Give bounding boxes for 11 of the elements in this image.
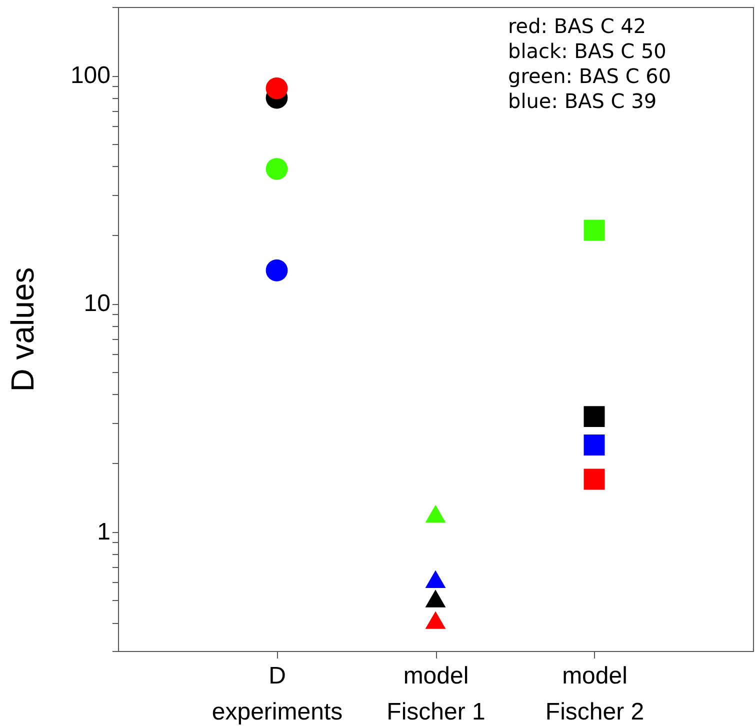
y-tick-label: 1	[97, 518, 110, 546]
annotation: red: BAS C 42	[508, 14, 646, 38]
y-tick-label: 10	[84, 290, 110, 318]
x-tick-label: model Fischer 1	[386, 662, 486, 726]
annotation: blue: BAS C 39	[508, 89, 657, 113]
annotation: green: BAS C 60	[508, 64, 672, 88]
y-tick-label: 100	[70, 62, 110, 90]
y-axis-title: D values	[4, 267, 40, 392]
annotation: black: BAS C 50	[508, 39, 666, 63]
x-tick-label: D experiments	[212, 662, 343, 726]
x-tick-label: model Fischer 2	[545, 662, 644, 726]
